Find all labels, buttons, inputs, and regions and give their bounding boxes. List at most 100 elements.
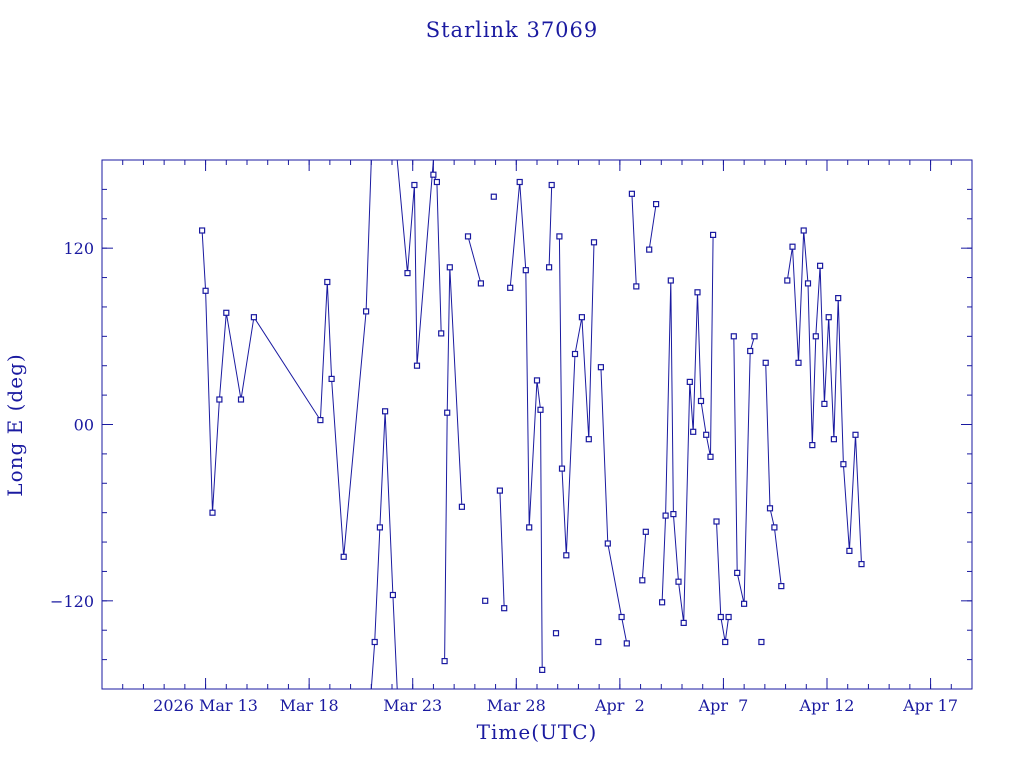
data-point	[709, 231, 717, 238]
y-tick-label: 120	[63, 239, 94, 258]
data-point	[371, 638, 378, 646]
data-point	[209, 509, 216, 516]
data-point	[751, 333, 758, 340]
data-point	[730, 333, 737, 340]
series-line	[558, 236, 595, 556]
data-point	[639, 577, 646, 584]
x-tick-label: Mar 28	[487, 696, 546, 715]
data-point	[652, 201, 660, 208]
data-point	[501, 605, 508, 612]
data-point	[646, 246, 653, 253]
series-line	[641, 531, 647, 581]
data-point	[438, 330, 445, 337]
data-point	[223, 309, 230, 316]
data-point	[597, 364, 605, 371]
plot-area: 2026 Mar 13 Mar 18 Mar 23 Mar 28 Apr 2 Apr 7 A…	[50, 159, 973, 715]
data-point	[840, 461, 847, 468]
data-point	[680, 619, 687, 627]
data-point	[852, 431, 859, 438]
series-line	[786, 230, 862, 565]
data-point	[578, 314, 586, 321]
data-point	[526, 524, 533, 531]
data-point	[413, 362, 421, 369]
data-point	[771, 524, 778, 531]
data-point	[835, 295, 842, 302]
data-point	[623, 640, 630, 647]
series-line	[201, 159, 372, 557]
data-point	[800, 227, 807, 234]
x-tick-label: Mar 23	[383, 696, 442, 715]
data-point	[433, 178, 440, 186]
x-tick-label: Apr 17	[902, 696, 958, 715]
data-point	[446, 264, 453, 271]
data-point	[670, 511, 677, 518]
data-point	[717, 613, 724, 621]
data-point	[250, 314, 257, 321]
data-point	[496, 487, 503, 494]
data-point	[784, 277, 791, 284]
data-point	[548, 181, 555, 189]
series-line	[765, 362, 782, 587]
data-point	[740, 600, 748, 607]
data-point	[464, 233, 472, 240]
data-point	[595, 638, 602, 646]
y-tick-label: 00	[74, 416, 94, 435]
x-tick-label: Mar 18	[280, 696, 339, 715]
data-point	[556, 233, 563, 240]
data-point	[809, 442, 816, 449]
data-point	[585, 436, 592, 443]
data-point	[482, 597, 489, 604]
data-point	[789, 243, 796, 250]
data-point	[722, 638, 729, 646]
x-tick-label: Apr 7	[698, 696, 749, 715]
x-tick-label: Apr 12	[799, 696, 855, 715]
data-point	[328, 375, 335, 382]
data-point	[812, 333, 819, 340]
series-line	[631, 193, 637, 287]
data-point	[697, 397, 705, 405]
data-point	[340, 553, 347, 560]
data-point	[858, 560, 865, 568]
data-point	[795, 359, 802, 366]
series-line	[396, 159, 442, 366]
data-point	[363, 308, 370, 315]
data-point	[686, 378, 693, 385]
data-point	[404, 270, 411, 277]
data-point	[747, 347, 754, 355]
series-line	[648, 204, 657, 250]
data-point	[642, 528, 649, 535]
data-point	[539, 666, 546, 674]
data-point	[563, 552, 570, 559]
data-point	[516, 178, 523, 186]
data-point	[766, 505, 774, 512]
data-point	[846, 547, 853, 555]
data-point	[382, 408, 389, 415]
data-point	[816, 262, 824, 269]
data-point	[199, 227, 206, 234]
series-line	[661, 234, 714, 623]
data-point	[628, 190, 636, 197]
data-point	[458, 503, 465, 510]
y-axis-label: Long E (deg)	[3, 353, 27, 496]
data-point	[477, 280, 484, 287]
data-point	[703, 431, 710, 438]
data-point	[633, 283, 640, 290]
data-point	[830, 436, 838, 443]
chart-title: Starlink 37069	[426, 18, 599, 42]
data-point	[545, 264, 553, 271]
data-layer	[199, 159, 865, 690]
data-point	[507, 284, 514, 291]
data-point	[376, 524, 383, 531]
series-line	[370, 411, 398, 690]
data-point	[533, 377, 541, 384]
data-point	[444, 409, 451, 416]
series-line	[444, 267, 463, 662]
series-line	[733, 336, 755, 604]
data-point	[430, 171, 437, 178]
data-point	[667, 277, 674, 284]
y-tick-label: −120	[50, 592, 94, 611]
series-line	[600, 367, 628, 644]
plot-frame	[101, 159, 973, 690]
axis-layer: 2026 Mar 13 Mar 18 Mar 23 Mar 28 Apr 2 Apr 7 A…	[50, 160, 972, 715]
data-point	[618, 613, 625, 621]
